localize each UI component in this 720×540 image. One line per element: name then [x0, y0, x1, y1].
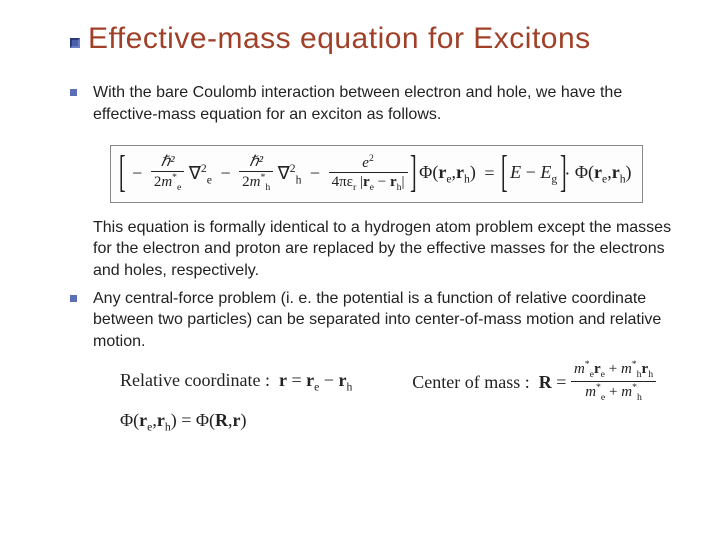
title-row: Effective-mass equation for Excitons [0, 0, 720, 56]
equation-phi-equiv: Φ(re,rh) = Φ(R,r) [120, 410, 672, 434]
bullet-1-text: With the bare Coulomb interaction betwee… [93, 82, 672, 125]
bullet-3: Any central-force problem (i. e. the pot… [70, 288, 672, 353]
slide-content: With the bare Coulomb interaction betwee… [0, 56, 720, 433]
bullet-1: With the bare Coulomb interaction betwee… [70, 82, 672, 125]
relative-coord: Relative coordinate : r = re − rh [120, 370, 352, 394]
bullet-2b-text: Any central-force problem (i. e. the pot… [93, 288, 672, 353]
bullet-2: This equation is formally identical to a… [70, 217, 672, 282]
bullet-icon [70, 295, 77, 302]
slide-title: Effective-mass equation for Excitons [88, 22, 591, 56]
center-of-mass: Center of mass : R = m*ere + m*hrh m*e +… [412, 360, 656, 403]
bullet-2a-text: This equation is formally identical to a… [93, 217, 672, 282]
equation-main: [ − ℏ² 2m*e ∇2e − ℏ² 2m*h ∇2h − e2 4πεr … [110, 145, 643, 203]
bullet-icon [70, 89, 77, 96]
title-marker-icon [70, 38, 80, 48]
equation-coords: Relative coordinate : r = re − rh Center… [120, 360, 672, 403]
